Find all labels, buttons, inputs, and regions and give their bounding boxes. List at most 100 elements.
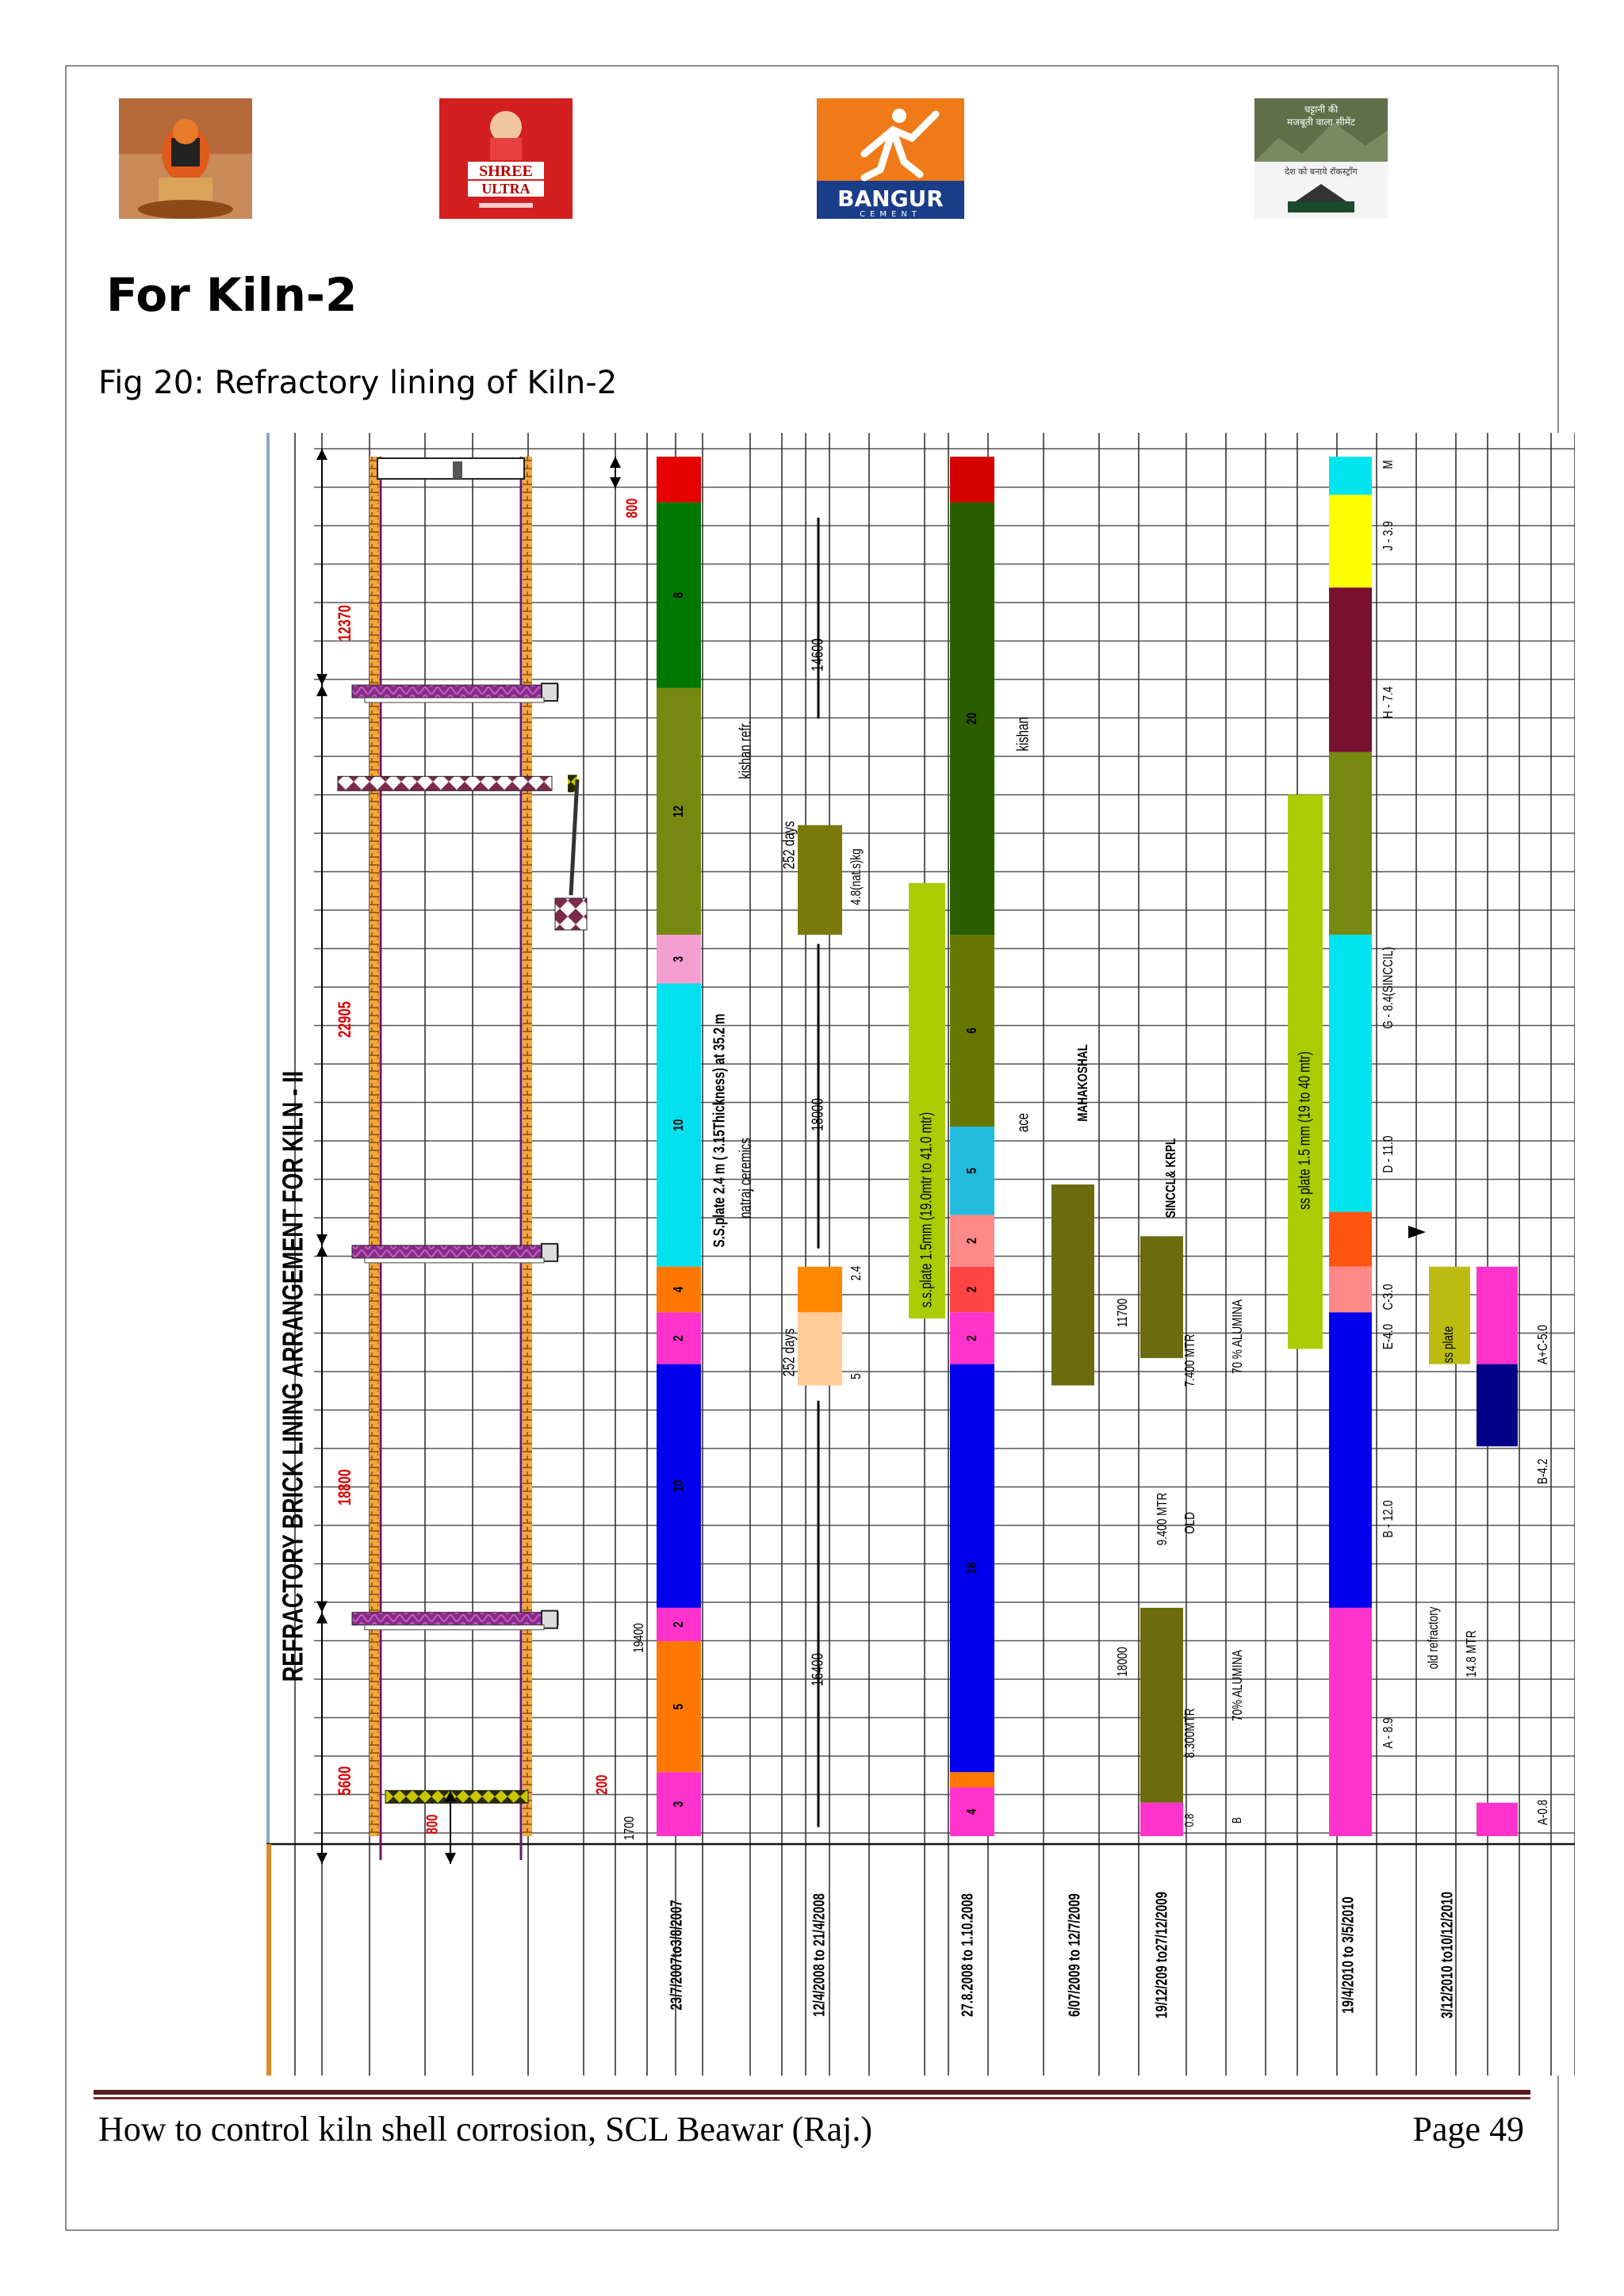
lining-segment	[1140, 1802, 1183, 1836]
row-label: 70 % ALUMINA	[1230, 1299, 1245, 1374]
lining-segment	[1329, 457, 1372, 496]
row-label: natraj ceremics	[736, 1138, 754, 1219]
segment-label: 10	[671, 1480, 686, 1492]
page-heading: For Kiln-2	[106, 268, 358, 322]
lining-segment	[798, 825, 842, 936]
row-label: ss plate 1.5 mm (19 to 40 mtr)	[1295, 1051, 1313, 1210]
campaign-date: 6/07/2009 to 12/7/2009	[1065, 1893, 1083, 2017]
row-label: B-4.2	[1535, 1459, 1550, 1484]
kiln-tyre-band	[364, 697, 545, 703]
lining-segment	[657, 983, 701, 1267]
row-label: ace	[1013, 1113, 1032, 1132]
kiln-drive-motor	[554, 897, 588, 931]
dimension-label: 12370	[335, 605, 355, 641]
row-label: 9.400 MTR	[1155, 1493, 1170, 1546]
segment-label: 2	[964, 1287, 979, 1293]
lining-segment	[657, 502, 701, 688]
segment-label: 16	[964, 1562, 979, 1574]
row-label: 19400	[631, 1623, 646, 1653]
lining-segment	[1051, 1184, 1094, 1386]
row-label: OLD	[1182, 1512, 1197, 1534]
row-label: 14600	[808, 638, 826, 672]
kiln-tyre-support	[541, 1242, 558, 1262]
lining-segment	[657, 1772, 701, 1836]
lining-segment	[1329, 752, 1372, 936]
segment-label: 10	[671, 1119, 686, 1131]
lining-segment	[1329, 495, 1372, 588]
lining-segment	[950, 1312, 994, 1364]
segment-label: 4	[964, 1808, 979, 1815]
lining-segment	[1329, 935, 1372, 1212]
kiln-girth-gear	[337, 775, 553, 791]
kiln-tyre-band	[364, 1624, 545, 1631]
lining-segment	[798, 1266, 842, 1313]
lining-segment	[950, 1266, 994, 1313]
lining-segment	[1477, 1266, 1518, 1364]
row-label: MAHAKOSHAL	[1075, 1044, 1090, 1122]
kiln-tyre-support	[541, 683, 558, 702]
row-label: 18000	[808, 1098, 826, 1131]
dimension-arrow-head	[445, 1790, 456, 1802]
row-label: kishan refr.	[736, 721, 754, 779]
lining-segment	[657, 1266, 701, 1313]
svg-text:चट्टानी की: चट्टानी की	[1304, 104, 1339, 115]
row-label: ss plate	[1441, 1326, 1456, 1364]
row-label: 14.8 MTR	[1464, 1630, 1479, 1677]
lining-segment	[1329, 1266, 1372, 1313]
segment-label: 3	[671, 1801, 686, 1808]
row-label: A+C-5.0	[1535, 1325, 1550, 1364]
shree-ultra-logo: SHREE ULTRA	[439, 98, 573, 219]
cement-text: CEMENT	[860, 210, 921, 219]
refractory-lining-figure: REFRACTORY BRICK LINING ARRANGEMENT FOR …	[266, 433, 1575, 2076]
segment-label: 2	[964, 1238, 979, 1244]
dimension-arrow-head	[316, 1853, 327, 1864]
svg-text:मजबूती वाला सीमेंट: मजबूती वाला सीमेंट	[1287, 117, 1356, 128]
row-label: 8.300MTR	[1182, 1709, 1197, 1758]
dimension-arrow-head	[316, 685, 327, 697]
row-label: 11700	[1115, 1299, 1130, 1328]
dimension-label: 18800	[335, 1469, 355, 1506]
segment-label: 5	[671, 1704, 686, 1710]
row-label: kishan	[1013, 717, 1032, 751]
kiln-inlet-seal	[377, 457, 525, 480]
segment-label: 8	[671, 592, 686, 599]
dimension-arrow-head	[316, 1245, 327, 1257]
lining-segment	[1329, 587, 1372, 752]
lining-segment	[798, 1312, 842, 1386]
lining-segment	[1477, 1802, 1518, 1836]
segment-label: 4	[671, 1287, 686, 1293]
lining-segment	[657, 935, 701, 984]
footer-rule	[94, 2090, 1530, 2095]
bangur-text: BANGUR	[837, 186, 944, 212]
row-label: M	[1381, 460, 1396, 469]
footer-page-number: Page 49	[1412, 2110, 1524, 2149]
segment-label: 20	[964, 713, 979, 725]
row-label: SINCCL& KRPL	[1163, 1138, 1178, 1219]
left-accent	[266, 1844, 271, 2076]
dimension-arrow-head	[316, 449, 327, 460]
lining-segment	[950, 457, 994, 503]
dimension-label: 22905	[335, 1001, 355, 1038]
row-label: A-0.8	[1535, 1800, 1550, 1825]
lining-segment	[950, 1772, 994, 1788]
footer-rule-thin	[94, 2097, 1530, 2099]
temple-idol-logo	[119, 98, 252, 219]
ultra-text: ULTRA	[481, 181, 530, 197]
row-label: 16400	[808, 1653, 826, 1686]
segment-label: 2	[964, 1335, 979, 1341]
dimension-arrow-head	[610, 457, 621, 468]
row-label: 2.4	[848, 1265, 864, 1280]
marker-arrow	[1408, 1226, 1426, 1238]
lining-segment	[657, 1364, 701, 1608]
dimension-arrow-head	[610, 477, 621, 488]
lining-segment	[950, 1215, 994, 1267]
row-label: 18000	[1115, 1647, 1130, 1677]
row-label: 252 days	[779, 1328, 798, 1376]
row-label: B	[1230, 1817, 1244, 1823]
lining-segment	[950, 1787, 994, 1836]
row-label: E-4.0	[1381, 1324, 1396, 1349]
segment-label: 2	[671, 1621, 686, 1628]
row-label: D - 11.0	[1381, 1135, 1396, 1173]
lining-segment	[657, 1641, 701, 1773]
dimension-label: 800	[622, 498, 641, 518]
